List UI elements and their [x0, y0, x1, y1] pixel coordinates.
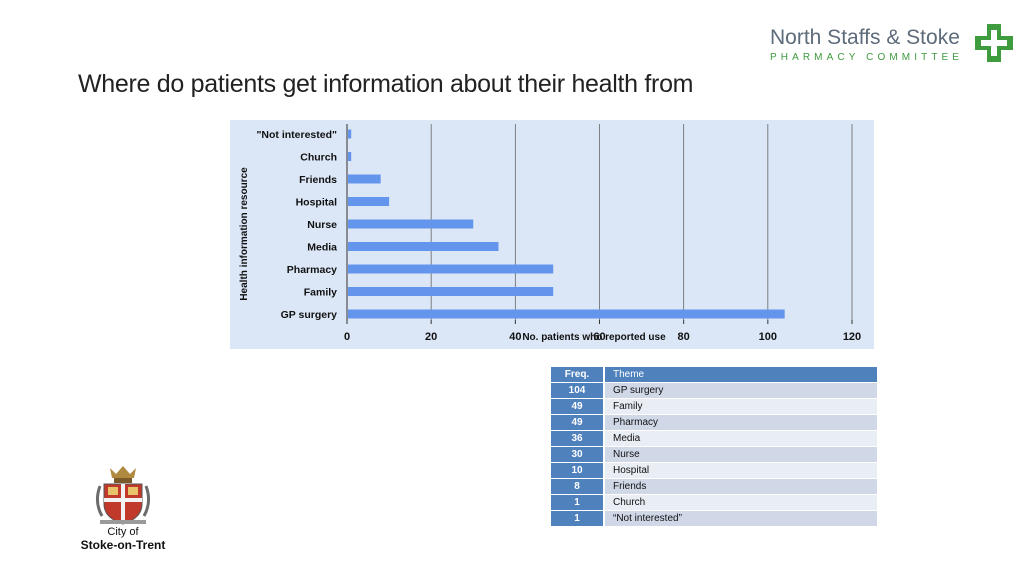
logo-subtitle: PHARMACY COMMITTEE [770, 52, 964, 63]
bar [348, 129, 352, 139]
row-theme: Friends [605, 479, 877, 494]
table-row: 30 Nurse [551, 447, 877, 462]
y-tick-label: Media [307, 242, 337, 254]
bar [348, 219, 474, 229]
row-freq: 1 [551, 495, 605, 510]
table-header-row: Freq. Theme [551, 367, 877, 382]
row-freq: 1 [551, 511, 605, 526]
row-theme: Media [605, 431, 877, 446]
city-of-stoke-logo: City of Stoke-on-Trent [70, 464, 180, 559]
frequency-table: Freq. Theme 104 GP surgery 49 Family 49 … [551, 366, 877, 527]
y-tick-label: Church [300, 152, 337, 164]
bar [348, 242, 499, 251]
row-theme: Family [605, 399, 877, 414]
y-tick-label: GP surgery [281, 309, 338, 321]
y-tick-label: Family [304, 287, 337, 299]
green-cross-icon [975, 24, 1013, 62]
coat-of-arms-icon [95, 466, 151, 525]
x-tick-label: 100 [759, 331, 777, 343]
bar [348, 287, 554, 296]
table-row: 49 Family [551, 399, 877, 414]
bar [348, 264, 554, 274]
table-row: 8 Friends [551, 479, 877, 494]
row-freq: 8 [551, 479, 605, 494]
x-tick-label: 60 [593, 331, 605, 343]
row-freq: 10 [551, 463, 605, 478]
logo-name: North Staffs & Stoke [770, 26, 960, 49]
row-theme: Nurse [605, 447, 877, 462]
bar [348, 152, 352, 161]
slide-title: Where do patients get information about … [78, 70, 694, 98]
y-tick-label: Friends [299, 174, 337, 186]
bar-chart: "Not interested" Church Friends Hospital Nur… [230, 120, 874, 349]
y-tick-label: Hospital [296, 197, 338, 209]
x-tick-label: 20 [425, 331, 437, 343]
row-theme: Hospital [605, 463, 877, 478]
row-freq: 36 [551, 431, 605, 446]
table-row: 104 GP surgery [551, 383, 877, 398]
x-tick-label: 120 [843, 331, 861, 343]
city-logo-line2: Stoke-on-Trent [80, 538, 166, 552]
y-axis-label: Health information resource [239, 167, 250, 301]
header-freq: Freq. [551, 367, 605, 382]
row-freq: 49 [551, 399, 605, 414]
row-theme: “Not interested” [605, 511, 877, 526]
table-row: 1 Church [551, 495, 877, 510]
city-logo-line1: City of [107, 526, 139, 538]
row-freq: 49 [551, 415, 605, 430]
table-row: 49 Pharmacy [551, 415, 877, 430]
x-axis-label: No. patients who reported use [522, 332, 666, 343]
table-row: 10 Hospital [551, 463, 877, 478]
table-row: 1 “Not interested” [551, 511, 877, 526]
pharmacy-committee-logo: North Staffs & Stoke PHARMACY COMMITTEE [768, 16, 1018, 76]
x-tick-label: 40 [509, 331, 521, 343]
bar-chart-svg: "Not interested" Church Friends Hospital Nur… [230, 120, 874, 349]
bar [348, 197, 390, 206]
bar [348, 309, 785, 319]
row-theme: GP surgery [605, 383, 877, 398]
x-tick-label: 80 [678, 331, 690, 343]
y-tick-label: Pharmacy [287, 264, 337, 276]
row-theme: Church [605, 495, 877, 510]
table-row: 36 Media [551, 431, 877, 446]
y-tick-label: "Not interested" [256, 129, 337, 141]
row-freq: 30 [551, 447, 605, 462]
header-theme: Theme [605, 367, 877, 382]
row-freq: 104 [551, 383, 605, 398]
y-tick-label: Nurse [307, 219, 337, 231]
bar [348, 174, 381, 184]
x-tick-label: 0 [344, 331, 350, 343]
row-theme: Pharmacy [605, 415, 877, 430]
